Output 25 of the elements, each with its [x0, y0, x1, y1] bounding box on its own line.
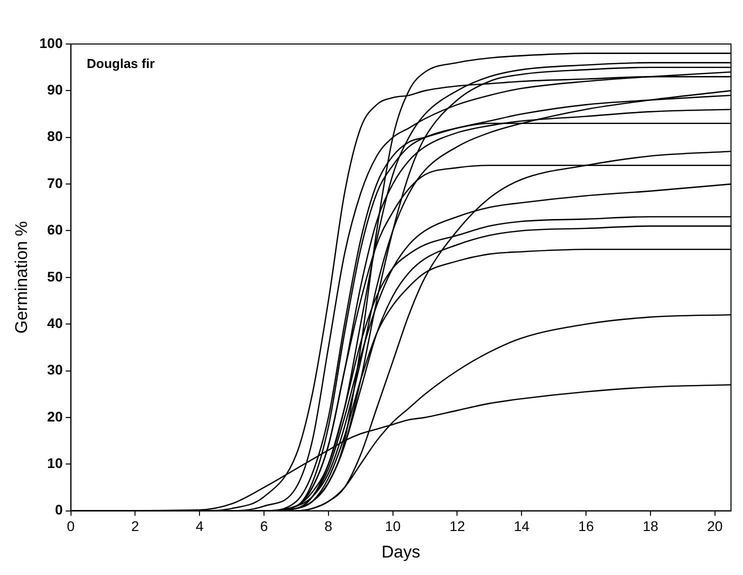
x-axis-title: Days — [382, 542, 420, 562]
x-tick-label: 6 — [260, 518, 268, 534]
y-tick-label: 50 — [47, 268, 63, 284]
x-tick-label: 14 — [514, 518, 530, 534]
annotation: Douglas fir — [86, 56, 155, 72]
x-tick-label: 2 — [131, 518, 140, 534]
y-tick-label: 60 — [47, 222, 63, 238]
y-tick-label: 70 — [47, 174, 63, 191]
y-tick-label: 10 — [47, 454, 63, 471]
x-tick-label: 20 — [707, 518, 723, 534]
y-axis-title: Germination % — [12, 221, 31, 334]
y-tick-label: 0 — [54, 502, 63, 518]
x-tick-label: 16 — [578, 518, 594, 534]
y-tick-label: 90 — [47, 82, 63, 98]
y-tick-label: 80 — [47, 128, 63, 144]
x-tick-label: 10 — [385, 518, 401, 534]
y-tick-label: 30 — [47, 362, 63, 378]
x-tick-label: 8 — [324, 518, 333, 534]
x-tick-label: 0 — [66, 518, 75, 534]
y-tick-label: 100 — [39, 34, 63, 51]
x-tick-label: 12 — [449, 518, 466, 534]
x-tick-label: 4 — [196, 518, 204, 534]
y-tick-label: 20 — [47, 408, 63, 424]
y-tick-label: 40 — [47, 314, 63, 331]
x-tick-label: 18 — [642, 518, 658, 534]
